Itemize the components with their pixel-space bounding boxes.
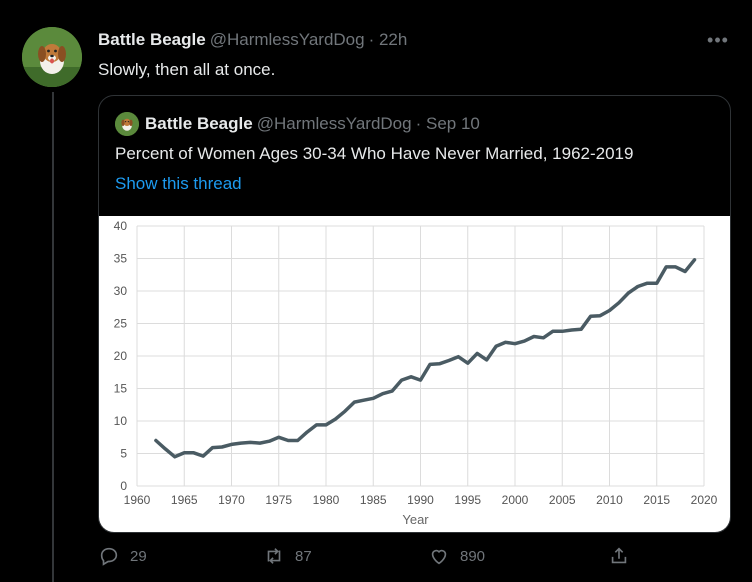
quoted-tweet-card[interactable]: Battle Beagle @HarmlessYardDog · Sep 10 …	[98, 95, 731, 533]
retweet-icon	[267, 548, 281, 564]
y-tick-label: 35	[114, 252, 128, 266]
x-tick-label: 2005	[549, 493, 576, 507]
y-tick-label: 30	[114, 284, 128, 298]
y-tick-label: 40	[114, 219, 128, 233]
heart-icon	[431, 549, 447, 565]
quoted-avatar	[115, 112, 139, 136]
quoted-author-handle: @HarmlessYardDog	[256, 114, 412, 133]
x-tick-label: 1980	[313, 493, 340, 507]
tweet-header: Battle Beagle @HarmlessYardDog · 22h	[98, 30, 407, 50]
x-tick-label: 1960	[124, 493, 151, 507]
quoted-author-name: Battle Beagle	[145, 114, 253, 133]
reply-icon	[100, 547, 118, 566]
author-name[interactable]: Battle Beagle	[98, 30, 206, 49]
line-chart: 0 5 10 15 20 25 30 35 40 1960 1965 1970 1975 1980 1985…	[114, 219, 718, 527]
tweet-timestamp[interactable]: · 22h	[368, 30, 408, 49]
tweet-actions: 29 87 890	[98, 545, 638, 575]
reply-count: 29	[130, 547, 147, 565]
beagle-avatar-icon	[115, 112, 139, 136]
series-line	[154, 258, 697, 459]
chart-image: 0 5 10 15 20 25 30 35 40 1960 1965 1970 1975 1980 1985…	[99, 216, 730, 532]
share-icon	[611, 547, 627, 564]
x-tick-label: 1965	[171, 493, 198, 507]
share-button[interactable]	[608, 545, 630, 567]
like-count: 890	[460, 547, 486, 565]
x-tick-label: 1970	[218, 493, 245, 507]
more-options-button[interactable]: •••	[706, 28, 730, 52]
x-tick-label: 2020	[691, 493, 718, 507]
author-handle[interactable]: @HarmlessYardDog	[209, 30, 365, 49]
x-tick-label: 1985	[360, 493, 387, 507]
like-button[interactable]: 890	[428, 545, 485, 567]
beagle-avatar-icon	[22, 27, 82, 87]
tweet-text: Slowly, then all at once.	[98, 60, 276, 79]
x-tick-label: 2015	[643, 493, 670, 507]
retweet-button[interactable]: 87	[263, 545, 312, 567]
y-tick-label: 0	[120, 479, 127, 493]
y-tick-label: 15	[114, 382, 128, 396]
more-dots-icon: •••	[707, 29, 729, 50]
x-tick-label: 2010	[596, 493, 623, 507]
thread-connector-line	[52, 92, 54, 582]
x-tick-label: 2000	[502, 493, 529, 507]
quoted-tweet-header: Battle Beagle @HarmlessYardDog · Sep 10	[145, 114, 480, 134]
y-tick-label: 10	[114, 414, 128, 428]
avatar[interactable]	[22, 27, 82, 87]
reply-button[interactable]: 29	[98, 545, 147, 567]
x-tick-label: 1995	[454, 493, 481, 507]
y-tick-label: 5	[120, 447, 127, 461]
show-thread-link[interactable]: Show this thread	[115, 174, 242, 193]
quoted-timestamp: · Sep 10	[415, 114, 480, 133]
retweet-count: 87	[295, 547, 312, 565]
x-tick-label: 1975	[265, 493, 292, 507]
y-tick-label: 25	[114, 317, 128, 331]
quoted-tweet-text: Percent of Women Ages 30-34 Who Have Nev…	[115, 144, 634, 163]
x-tick-label: 1990	[407, 493, 434, 507]
x-axis-label: Year	[402, 512, 429, 527]
y-tick-label: 20	[114, 349, 128, 363]
